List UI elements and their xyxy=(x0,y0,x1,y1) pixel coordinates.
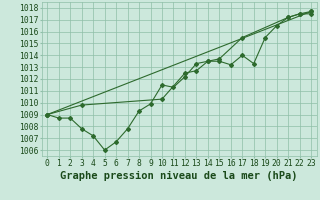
X-axis label: Graphe pression niveau de la mer (hPa): Graphe pression niveau de la mer (hPa) xyxy=(60,171,298,181)
